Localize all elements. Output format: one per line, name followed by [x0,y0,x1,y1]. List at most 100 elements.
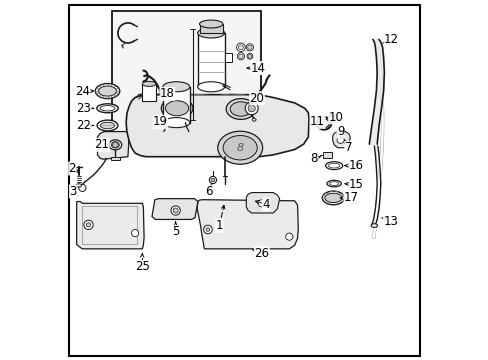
Ellipse shape [163,82,189,92]
Ellipse shape [111,141,119,148]
Circle shape [171,206,180,215]
Text: 18: 18 [160,87,175,100]
Polygon shape [77,202,144,249]
Polygon shape [197,200,298,249]
Bar [142,84,156,101]
Text: 24: 24 [75,85,90,98]
Ellipse shape [142,81,156,86]
Circle shape [203,225,212,234]
Text: 9: 9 [336,125,344,138]
Ellipse shape [326,180,341,187]
Circle shape [209,176,216,184]
Circle shape [206,228,209,231]
Ellipse shape [95,84,120,99]
Circle shape [112,142,118,148]
Ellipse shape [197,82,224,92]
Bar [224,53,231,62]
Text: 8: 8 [310,152,318,165]
Text: 17: 17 [343,192,358,204]
Circle shape [211,178,214,182]
Ellipse shape [328,163,339,168]
Ellipse shape [329,182,338,185]
Polygon shape [336,131,344,138]
Ellipse shape [99,86,116,96]
Circle shape [258,200,265,207]
Text: 26: 26 [254,247,269,260]
Text: 10: 10 [328,111,343,124]
Ellipse shape [163,118,189,128]
Text: 20: 20 [249,92,264,105]
Text: 11: 11 [309,116,325,129]
Ellipse shape [230,102,251,116]
Text: 13: 13 [383,215,397,228]
Circle shape [79,184,86,192]
Ellipse shape [370,224,377,227]
Circle shape [285,233,292,240]
Polygon shape [97,132,129,159]
Circle shape [173,208,178,213]
Text: 23: 23 [76,102,91,115]
Text: 25: 25 [135,260,149,273]
Text: 15: 15 [348,178,363,191]
Ellipse shape [217,131,262,164]
Ellipse shape [328,114,337,122]
Circle shape [244,102,258,115]
Circle shape [237,53,244,60]
Ellipse shape [165,101,188,116]
Circle shape [246,53,252,59]
Text: 5: 5 [172,225,179,238]
Ellipse shape [109,140,122,150]
Bar [163,87,189,123]
Ellipse shape [100,105,115,111]
Bar [199,24,223,33]
Bar [198,33,224,87]
Ellipse shape [197,28,224,38]
Ellipse shape [226,99,255,120]
Bar [112,12,260,134]
Polygon shape [152,199,198,220]
Text: 4: 4 [262,198,269,211]
Text: 19: 19 [152,116,167,129]
Circle shape [247,54,251,58]
Text: 7: 7 [344,141,351,154]
Ellipse shape [97,120,118,131]
Circle shape [336,136,344,143]
Text: 6: 6 [204,185,212,198]
Polygon shape [126,95,308,157]
Ellipse shape [330,116,335,121]
Polygon shape [332,132,349,148]
Ellipse shape [161,98,192,119]
Text: 3: 3 [69,185,77,198]
Ellipse shape [199,20,223,28]
Circle shape [86,223,90,227]
Circle shape [246,44,253,51]
Bar [111,157,120,160]
Ellipse shape [322,191,344,205]
Text: 12: 12 [383,33,398,46]
Circle shape [236,43,244,51]
Circle shape [247,45,251,49]
Ellipse shape [325,162,342,170]
Text: 21: 21 [94,138,109,151]
Ellipse shape [223,135,257,160]
Circle shape [238,45,243,50]
Ellipse shape [100,122,115,129]
Text: 22: 22 [76,119,91,132]
Text: 14: 14 [250,62,265,75]
Ellipse shape [76,184,81,187]
Ellipse shape [319,119,328,128]
Text: 2: 2 [68,162,76,175]
Ellipse shape [97,104,118,113]
Text: 8: 8 [236,143,243,153]
Polygon shape [246,193,279,213]
Text: 1: 1 [215,219,223,233]
Circle shape [247,105,255,112]
Circle shape [238,54,243,58]
Circle shape [131,229,139,237]
Ellipse shape [252,118,255,121]
Text: 16: 16 [348,159,363,172]
Circle shape [83,220,93,229]
Bar [322,152,331,158]
Bar [327,116,332,120]
Ellipse shape [324,193,341,203]
